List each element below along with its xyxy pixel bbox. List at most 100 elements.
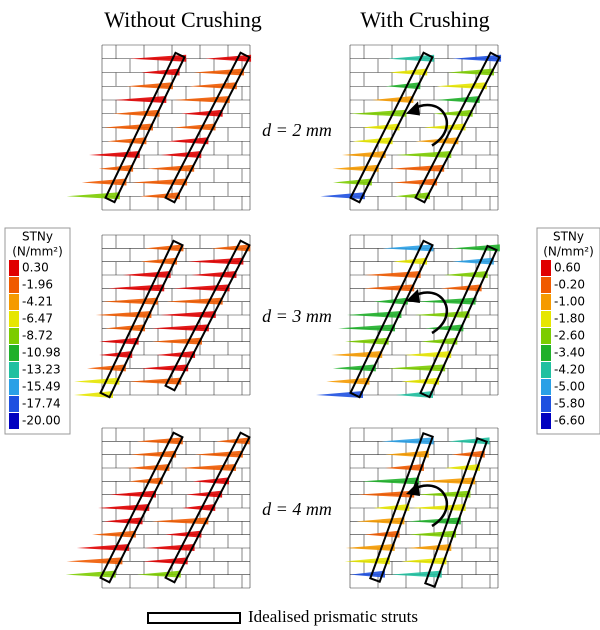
legend-swatch <box>541 362 551 378</box>
stress-patch <box>141 68 180 76</box>
stress-patch <box>332 178 372 186</box>
stress-patch <box>191 271 237 278</box>
stress-patch <box>186 490 223 498</box>
legend-label: 0.30 <box>22 261 49 275</box>
stress-patch <box>444 464 480 471</box>
legend-swatch <box>541 294 551 310</box>
legend-label: -1.00 <box>554 295 585 309</box>
strut-outline <box>164 431 251 584</box>
rotation-arrowhead <box>406 482 420 496</box>
row-label: d = 3 mm <box>262 306 332 326</box>
stress-patch <box>182 504 216 511</box>
stress-patch <box>338 324 396 332</box>
legend-label: -1.96 <box>22 278 53 292</box>
legend-label: -15.49 <box>22 380 61 394</box>
stress-patch <box>385 450 429 458</box>
stress-patch <box>74 377 120 385</box>
legend-title: STNy <box>553 230 584 244</box>
stress-patch <box>364 530 400 538</box>
stress-patch <box>166 297 223 305</box>
stress-patch <box>404 351 452 358</box>
stress-patch <box>388 364 446 372</box>
stress-patch <box>358 490 415 498</box>
legend-swatch <box>541 328 551 344</box>
strut-outline <box>414 51 501 204</box>
legend-swatch <box>541 260 551 276</box>
stress-patch <box>419 477 476 485</box>
stress-patch <box>74 391 113 398</box>
stress-patch <box>395 391 433 398</box>
legend-swatch <box>9 328 19 344</box>
stress-patch <box>385 82 421 90</box>
stress-patch <box>130 450 177 458</box>
stress-patch <box>373 504 410 511</box>
stress-patch <box>361 477 420 485</box>
stress-patch <box>174 123 216 131</box>
legend-swatch <box>541 277 551 293</box>
stress-patch <box>346 311 402 318</box>
stress-patch <box>408 530 457 538</box>
fe-panel <box>344 427 499 589</box>
stress-patch <box>420 337 458 345</box>
rotation-arrowhead <box>406 101 420 116</box>
stress-patch <box>99 337 139 345</box>
stress-patch <box>174 96 230 103</box>
strut-outline <box>164 51 251 204</box>
stress-patch <box>401 557 447 565</box>
stress-patch <box>151 337 202 345</box>
stress-patch <box>414 311 470 318</box>
stress-patch <box>326 377 370 385</box>
stress-patch <box>345 337 389 345</box>
legend-swatch <box>9 379 19 395</box>
stress-patch <box>342 151 386 158</box>
stress-patch <box>65 570 116 578</box>
stress-patch <box>433 109 473 117</box>
stress-patch <box>144 544 195 551</box>
strut-outline <box>349 51 434 204</box>
legend-label: 0.60 <box>554 261 581 275</box>
stress-patch <box>448 68 494 76</box>
strut-outline <box>104 51 186 204</box>
stress-patch <box>362 123 400 131</box>
legend-swatch <box>9 277 19 293</box>
stress-patch <box>393 178 438 186</box>
stress-patch <box>356 517 405 525</box>
strut-legend-symbol <box>147 612 241 624</box>
stress-patch <box>371 96 414 103</box>
stress-patch <box>332 364 376 372</box>
stress-patch <box>140 257 178 265</box>
stress-patch <box>147 164 195 172</box>
stress-patch <box>331 351 383 358</box>
legend-label: -1.80 <box>554 312 585 326</box>
legend-label: -6.60 <box>554 414 585 428</box>
stress-patch <box>390 164 445 172</box>
stress-patch <box>143 557 188 565</box>
stress-patch <box>81 178 127 186</box>
rotation-arrowhead <box>406 289 420 303</box>
legend-label: -17.74 <box>22 397 61 411</box>
stress-patch <box>390 570 442 578</box>
stress-patch <box>408 544 452 551</box>
legend-label: -4.21 <box>22 295 53 309</box>
stress-patch <box>103 517 143 525</box>
legend-title: STNy <box>22 230 53 244</box>
stress-patch <box>187 257 244 265</box>
stress-patch <box>401 377 440 385</box>
legend-swatch <box>9 345 19 361</box>
stress-patch <box>99 351 133 358</box>
row-label: d = 4 mm <box>262 499 332 519</box>
legend-swatch <box>9 294 19 310</box>
stress-patch <box>98 164 134 172</box>
stress-patch <box>141 364 189 372</box>
stress-patch <box>216 437 250 445</box>
stress-patch <box>364 271 421 278</box>
strut-outline <box>99 239 184 399</box>
stress-patch <box>452 54 502 62</box>
stress-patch <box>137 570 181 578</box>
legend-swatch <box>541 345 551 361</box>
row-label: d = 2 mm <box>262 120 332 140</box>
legend-label: -20.00 <box>22 414 61 428</box>
legend-swatch <box>541 413 551 429</box>
stress-patch <box>193 68 244 76</box>
fe-panel <box>74 234 251 399</box>
